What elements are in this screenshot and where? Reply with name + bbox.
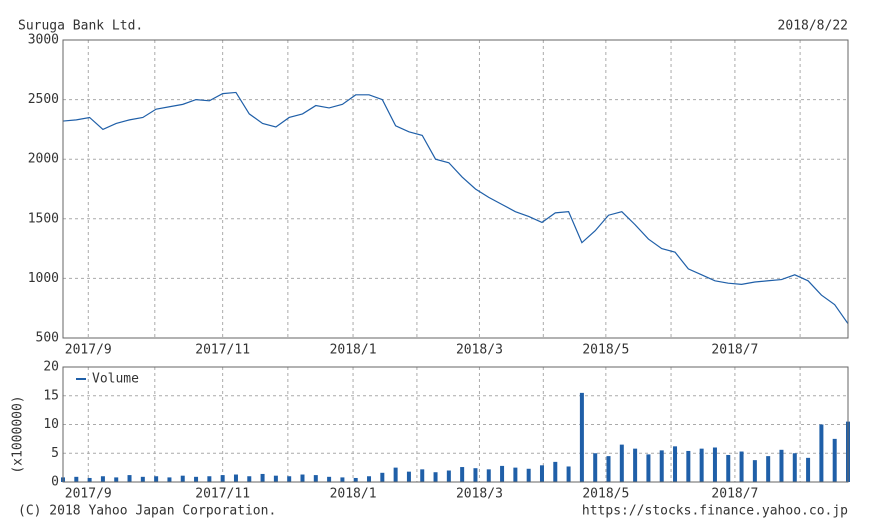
volume-bar bbox=[233, 474, 238, 482]
volume-bar bbox=[712, 447, 717, 482]
y-tick-label: 1500 bbox=[28, 211, 59, 226]
volume-bar bbox=[460, 467, 465, 482]
y-tick-label: 1000 bbox=[28, 271, 59, 286]
volume-bar bbox=[74, 476, 79, 482]
volume-bar bbox=[579, 392, 584, 482]
volume-bar bbox=[539, 465, 544, 482]
x-tick-label: 2018/1 bbox=[330, 343, 377, 358]
volume-bar bbox=[340, 477, 345, 482]
x-tick-label: 2017/11 bbox=[195, 343, 250, 358]
source-url: https://stocks.finance.yahoo.co.jp bbox=[582, 504, 848, 519]
volume-bar bbox=[127, 475, 132, 482]
volume-bar bbox=[726, 454, 731, 482]
volume-bar bbox=[553, 461, 558, 482]
volume-bar bbox=[619, 444, 624, 482]
y-tick-label: 15 bbox=[43, 388, 59, 403]
y-tick-label: 2500 bbox=[28, 92, 59, 107]
volume-bar bbox=[154, 476, 159, 482]
volume-bar bbox=[752, 460, 757, 482]
volume-bar bbox=[832, 438, 837, 482]
volume-bar bbox=[473, 468, 478, 482]
volume-bar bbox=[513, 467, 518, 482]
y-axis-label: (x1000000) bbox=[11, 395, 26, 473]
volume-frame bbox=[62, 366, 849, 483]
x-tick-label: 2018/5 bbox=[582, 487, 629, 502]
y-tick-label: 2000 bbox=[28, 152, 59, 167]
y-tick-label: 5 bbox=[51, 446, 59, 461]
volume-bar bbox=[806, 457, 811, 482]
volume-bar bbox=[659, 450, 664, 482]
price-line bbox=[62, 91, 849, 325]
volume-bar bbox=[633, 448, 638, 482]
y-tick-label: 3000 bbox=[28, 33, 59, 48]
date: 2018/8/22 bbox=[778, 19, 848, 34]
volume-bar bbox=[699, 448, 704, 482]
x-tick-label: 2017/9 bbox=[65, 343, 112, 358]
price-frame bbox=[62, 39, 849, 339]
x-tick-label: 2018/3 bbox=[456, 343, 503, 358]
volume-bar bbox=[420, 469, 425, 482]
legend-label: Volume bbox=[92, 372, 139, 387]
volume-bar bbox=[367, 476, 372, 482]
x-tick-label: 2018/7 bbox=[711, 343, 758, 358]
volume-bar bbox=[446, 470, 451, 482]
volume-bar bbox=[433, 472, 438, 482]
volume-bar bbox=[353, 477, 358, 482]
volume-bar bbox=[100, 476, 105, 482]
volume-bar bbox=[87, 477, 92, 482]
volume-bar bbox=[486, 469, 491, 482]
volume-bar bbox=[673, 446, 678, 482]
volume-bar bbox=[686, 450, 691, 482]
volume-bar bbox=[287, 476, 292, 482]
volume-bar bbox=[500, 465, 505, 482]
volume-bar bbox=[207, 476, 212, 482]
volume-bar bbox=[819, 424, 824, 482]
y-tick-label: 500 bbox=[36, 331, 59, 346]
volume-bar bbox=[114, 477, 119, 482]
x-tick-label: 2017/11 bbox=[195, 487, 250, 502]
x-tick-label: 2018/1 bbox=[330, 487, 377, 502]
volume-bar bbox=[739, 451, 744, 482]
volume-bar bbox=[606, 456, 611, 482]
x-tick-label: 2018/5 bbox=[582, 343, 629, 358]
volume-bar bbox=[273, 475, 278, 482]
x-tick-label: 2017/9 bbox=[65, 487, 112, 502]
volume-bar bbox=[566, 466, 571, 482]
volume-bar bbox=[766, 456, 771, 482]
chart-title: Suruga Bank Ltd. bbox=[18, 19, 143, 34]
x-tick-label: 2018/7 bbox=[711, 487, 758, 502]
y-tick-label: 20 bbox=[43, 360, 59, 375]
volume-bar bbox=[300, 474, 305, 482]
volume-bar bbox=[327, 476, 332, 482]
volume-bar bbox=[180, 475, 185, 482]
y-tick-label: 10 bbox=[43, 417, 59, 432]
volume-bar bbox=[380, 472, 385, 482]
volume-bar bbox=[220, 475, 225, 482]
volume-bar bbox=[779, 449, 784, 482]
volume-bar bbox=[393, 467, 398, 482]
volume-bar bbox=[167, 477, 172, 482]
volume-bar bbox=[260, 473, 265, 482]
volume-bar bbox=[313, 475, 318, 482]
x-tick-label: 2018/3 bbox=[456, 487, 503, 502]
volume-bar bbox=[526, 468, 531, 482]
volume-bar bbox=[140, 476, 145, 482]
copyright: (C) 2018 Yahoo Japan Corporation. bbox=[18, 504, 276, 519]
volume-bar bbox=[247, 476, 252, 482]
volume-bar bbox=[792, 453, 797, 482]
volume-bar bbox=[646, 454, 651, 482]
volume-bar bbox=[406, 471, 411, 482]
y-tick-label: 0 bbox=[51, 475, 59, 490]
volume-bar bbox=[194, 476, 199, 482]
volume-bar bbox=[593, 453, 598, 482]
